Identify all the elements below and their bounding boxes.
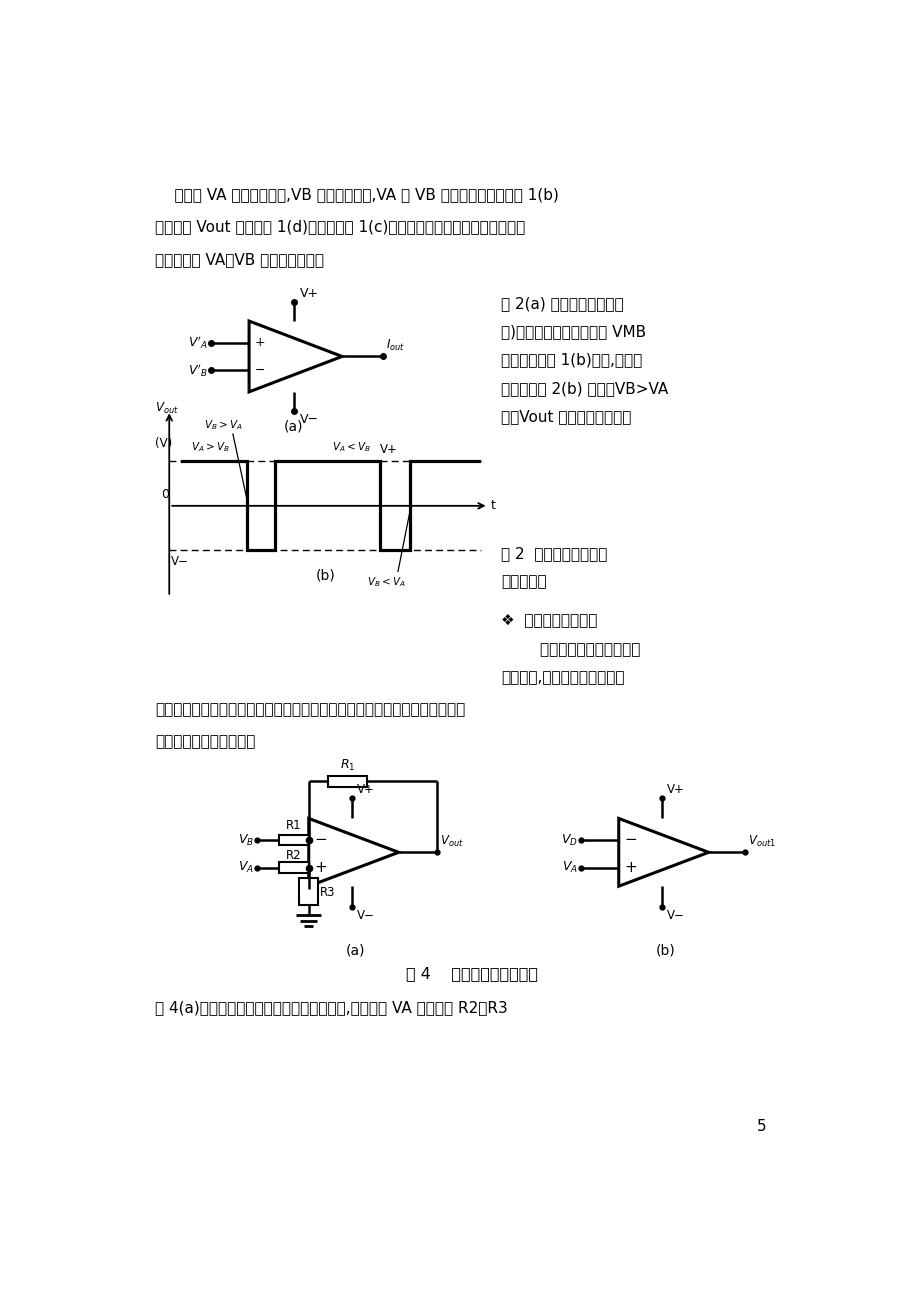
Text: (b): (b) <box>315 569 335 583</box>
Bar <box>299 879 318 905</box>
Text: t: t <box>491 500 495 512</box>
Text: 输入电压如图 1(b)那样,它的输: 输入电压如图 1(b)那样,它的输 <box>501 353 641 367</box>
Text: $V_B<V_A$: $V_B<V_A$ <box>367 575 405 589</box>
Text: 5: 5 <box>756 1120 766 1134</box>
Text: $V'_B$: $V'_B$ <box>188 362 208 379</box>
Text: 源)供电的比较器如果它的 VMB: 源)供电的比较器如果它的 VMB <box>501 324 645 340</box>
Bar <box>328 776 367 786</box>
Text: −: − <box>255 363 265 376</box>
Text: V+: V+ <box>666 783 684 796</box>
Text: R1: R1 <box>286 819 301 832</box>
Text: $I_{out}$: $I_{out}$ <box>386 339 405 353</box>
Text: V−: V− <box>666 909 684 922</box>
Text: 图 4    运算放大器和比较器: 图 4 运算放大器和比较器 <box>405 966 537 982</box>
Text: $V_B>V_A$: $V_B>V_A$ <box>204 418 243 432</box>
Text: ❖  比较器的工作原理: ❖ 比较器的工作原理 <box>501 613 596 629</box>
Text: V−: V− <box>171 555 188 568</box>
Text: 如果把 VA 输入到反相端,VB 输入到同相端,VA 及 VB 的电压变化仍然如图 1(b): 如果把 VA 输入到反相端,VB 输入到同相端,VA 及 VB 的电压变化仍然如… <box>155 187 559 202</box>
Text: 所示，则 Vout 输出如图 1(d)所示。与图 1(c)比较，其输出电平倒了一下。输出: 所示，则 Vout 输出如图 1(d)所示。与图 1(c)比较，其输出电平倒了一… <box>155 219 525 234</box>
Text: 图 2  双电源比较器框图: 图 2 双电源比较器框图 <box>501 546 607 561</box>
Text: +: + <box>313 861 326 875</box>
Text: 比较器是由运算放大器发: 比较器是由运算放大器发 <box>501 642 640 656</box>
Text: $V_A<V_B$: $V_A<V_B$ <box>331 440 370 454</box>
Text: −: − <box>623 832 636 848</box>
Bar <box>279 835 309 845</box>
Text: V+: V+ <box>380 443 398 456</box>
Text: (a): (a) <box>346 943 365 957</box>
Text: $V_{out1}$: $V_{out1}$ <box>747 835 776 849</box>
Text: (a): (a) <box>283 419 302 434</box>
Text: $V_A$: $V_A$ <box>237 861 254 875</box>
Text: R3: R3 <box>319 885 335 898</box>
Text: $R_1$: $R_1$ <box>339 758 355 773</box>
Text: V−: V− <box>299 413 318 426</box>
Text: 出特性如图 2(b) 所示。VB>VA: 出特性如图 2(b) 所示。VB>VA <box>501 380 667 396</box>
Text: $V_{out}$: $V_{out}$ <box>155 401 179 415</box>
Text: $V_{out}$: $V_{out}$ <box>440 835 464 849</box>
Text: 及工作波形: 及工作波形 <box>501 574 546 589</box>
Text: $V_D$: $V_D$ <box>561 832 577 848</box>
Text: 时，Vout 输出饱和负电压。: 时，Vout 输出饱和负电压。 <box>501 409 630 423</box>
Text: $V_B$: $V_B$ <box>237 832 254 848</box>
Text: 图 4(a)由运算放大器组成的差分放大器电路,输入电压 VA 经分压器 R2、R3: 图 4(a)由运算放大器组成的差分放大器电路,输入电压 VA 经分压器 R2、R… <box>155 1000 507 1016</box>
Text: $V_A$: $V_A$ <box>562 861 577 875</box>
Text: 0: 0 <box>161 488 169 501</box>
Text: +: + <box>255 336 265 349</box>
Text: −: − <box>313 832 326 848</box>
Text: 电平变化与 VA、VB 的输入端有关。: 电平变化与 VA、VB 的输入端有关。 <box>155 251 324 267</box>
Text: +: + <box>623 861 636 875</box>
Text: (V): (V) <box>155 436 173 449</box>
Text: V−: V− <box>357 909 374 922</box>
Bar <box>279 862 309 874</box>
Text: $V'_A$: $V'_A$ <box>188 335 208 350</box>
Text: 展而来的,比较器电路可以看作: 展而来的,比较器电路可以看作 <box>501 669 624 685</box>
Text: 专门的比较器集成电路。: 专门的比较器集成电路。 <box>155 734 255 750</box>
Text: 是运算放大器的一种应用电路。由于比较器电路应用较为广泛，所以开发出了: 是运算放大器的一种应用电路。由于比较器电路应用较为广泛，所以开发出了 <box>155 702 465 717</box>
Text: 图 2(a) 是双电源（正负电: 图 2(a) 是双电源（正负电 <box>501 297 623 311</box>
Text: V+: V+ <box>299 288 318 301</box>
Text: $V_A>V_B$: $V_A>V_B$ <box>191 440 230 454</box>
Text: V+: V+ <box>357 783 374 796</box>
Text: (b): (b) <box>654 943 675 957</box>
Text: R2: R2 <box>286 849 301 862</box>
